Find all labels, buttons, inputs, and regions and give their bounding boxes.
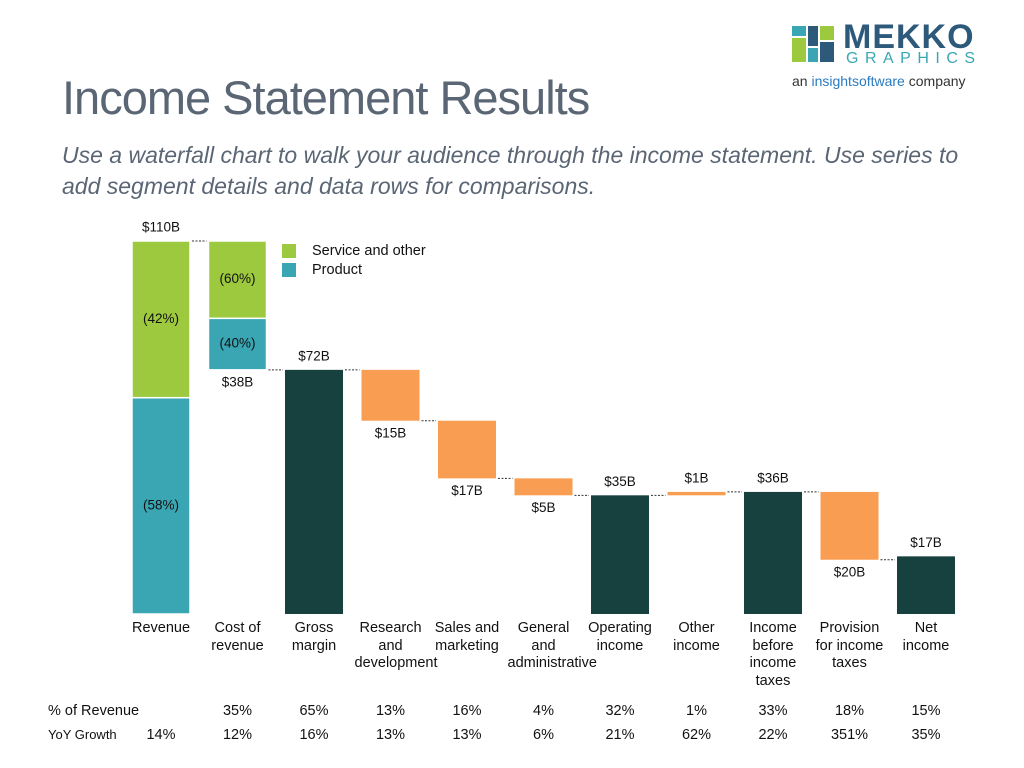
row-cell: 1% (686, 703, 707, 719)
row-cell: 13% (375, 727, 406, 743)
legend-label: Service and other (312, 243, 426, 259)
value-label: $15B (375, 425, 407, 440)
value-label: $72B (298, 348, 330, 363)
subtitle: Use a waterfall chart to walk your audie… (62, 142, 959, 199)
logo-suffix: company (908, 73, 966, 89)
row-cell: 21% (605, 727, 635, 743)
bar (361, 369, 420, 421)
row-label: % of Revenue (48, 703, 140, 719)
logo-prefix: an (792, 73, 808, 89)
row-cell: 33% (758, 703, 788, 719)
row-cell: 13% (375, 703, 406, 719)
category-label: Provision for income taxes (815, 620, 884, 671)
segment-label: (42%) (143, 311, 179, 326)
row-cell: 35% (911, 727, 941, 743)
value-label: $38B (222, 374, 254, 389)
bar (285, 369, 343, 614)
bar (438, 420, 496, 479)
value-label: $5B (531, 500, 555, 515)
row-cell: 65% (299, 703, 329, 719)
legend-label: Product (312, 262, 362, 278)
bar (897, 556, 955, 614)
value-label: $17B (451, 483, 483, 498)
value-label: $36B (757, 470, 789, 485)
segment (131, 240, 191, 399)
logo-name: MEKKO (843, 18, 975, 56)
row-cell: 4% (533, 703, 554, 719)
legend-swatch (282, 263, 296, 277)
bar (514, 478, 573, 496)
segment-label: (60%) (219, 271, 255, 286)
segment-label: (40%) (219, 336, 255, 351)
row-cell: 15% (911, 703, 941, 719)
segment-label: (58%) (143, 497, 179, 512)
row-cell: 12% (222, 727, 253, 743)
row-cell: 62% (681, 727, 712, 743)
legend-swatch (282, 244, 296, 258)
row-cell: 6% (533, 727, 554, 743)
row-cell: 22% (758, 727, 788, 743)
row-cell: 13% (452, 727, 482, 743)
row-cell: 16% (299, 727, 329, 743)
bar (667, 491, 726, 496)
logo-brand: insightsoftware (811, 73, 905, 89)
segment (131, 396, 191, 615)
row-cell: 35% (222, 703, 253, 719)
row-cell: 32% (605, 703, 635, 719)
row-cell: 14% (146, 727, 176, 743)
bar (820, 491, 879, 560)
logo-icon (792, 26, 834, 62)
value-label: $17B (910, 535, 942, 550)
category-label: Other income (673, 620, 720, 654)
category-label: General and administrative (507, 620, 597, 671)
category-label: Income before income taxes (749, 620, 797, 689)
logo-company: an insightsoftware company (792, 73, 966, 89)
value-label: $20B (834, 564, 866, 579)
value-label: $1B (684, 470, 708, 485)
category-label: Sales and marketing (434, 620, 500, 654)
row-cell: 18% (834, 703, 865, 719)
value-label: $110B (142, 220, 180, 235)
category-label: Cost of revenue (211, 620, 264, 654)
row-cell: 16% (452, 703, 482, 719)
value-label: $35B (604, 474, 636, 489)
row-label: YoY Growth (48, 727, 117, 742)
bar (744, 491, 802, 614)
segment (207, 240, 268, 320)
logo-tagline: GRAPHICS (846, 50, 982, 67)
bar (591, 495, 649, 614)
category-label: Research and development (354, 620, 438, 671)
category-label: Operating income (588, 620, 652, 654)
row-cell: 351% (830, 727, 869, 743)
category-label: Revenue (131, 620, 191, 636)
category-label: Gross margin (291, 620, 337, 654)
title: Income Statement Results (62, 71, 590, 124)
category-label: Net income (902, 620, 950, 654)
